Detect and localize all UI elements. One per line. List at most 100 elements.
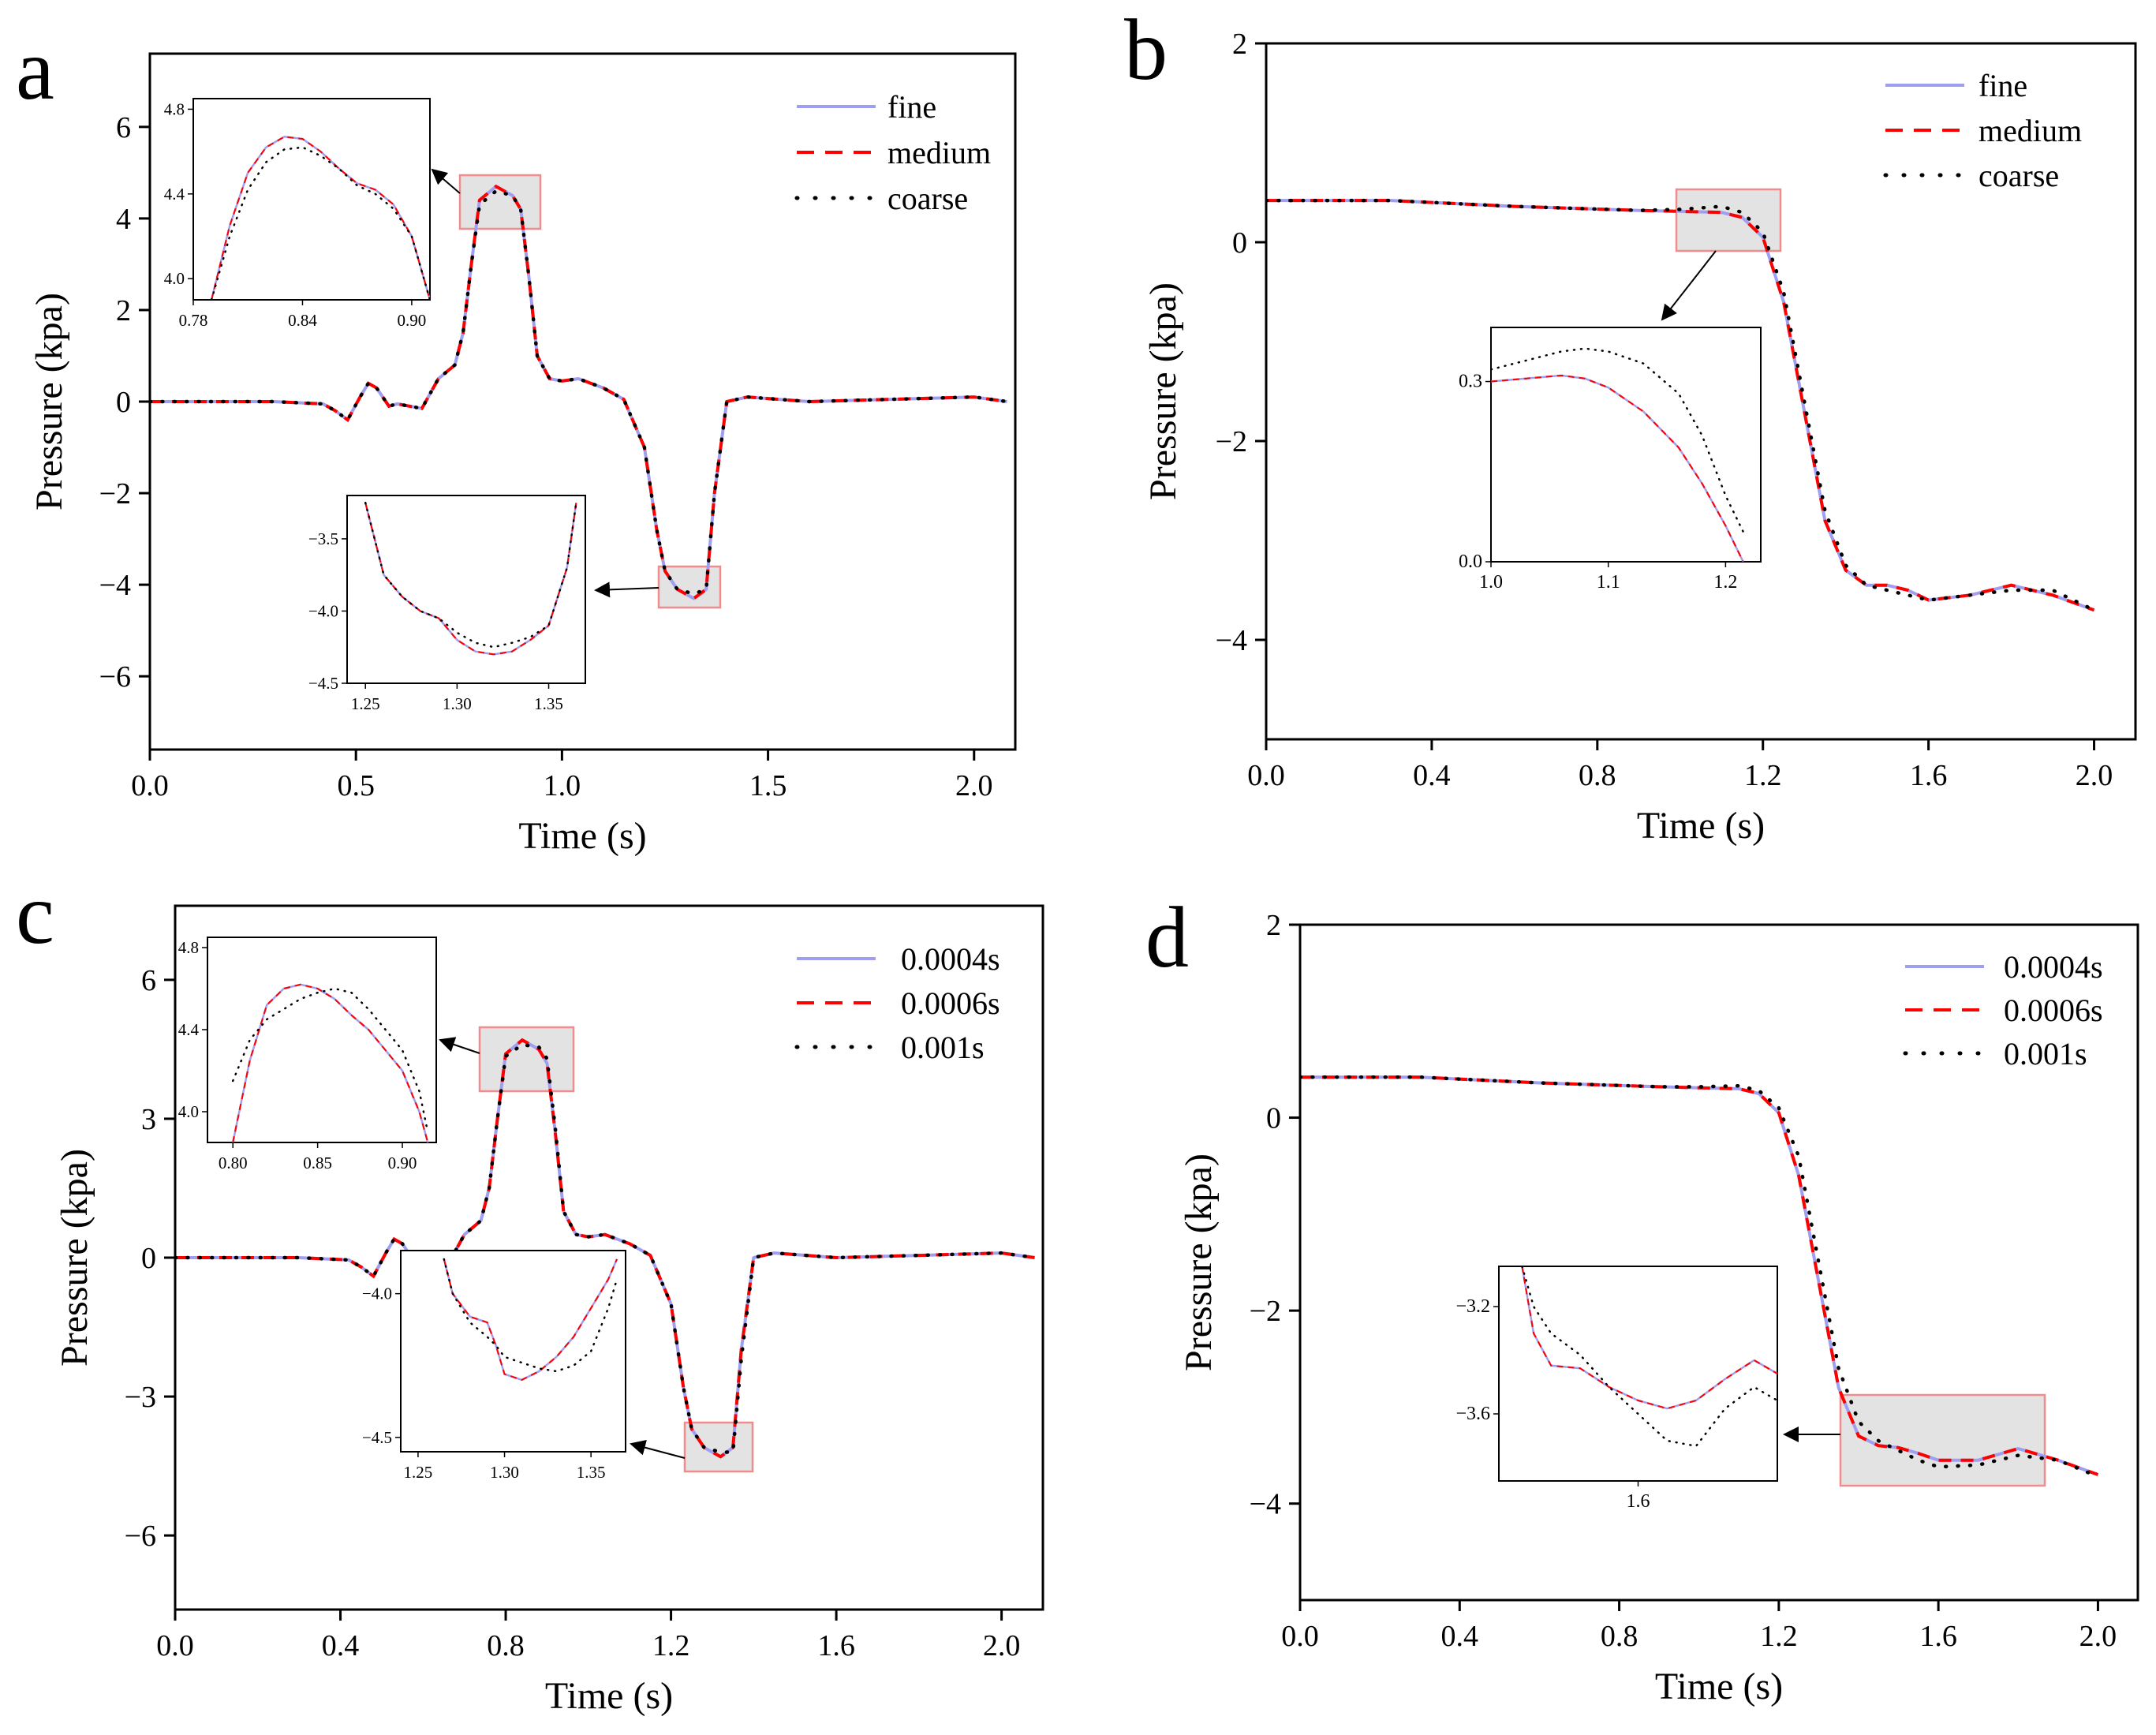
x-axis-label: Time (s) (1655, 1666, 1783, 1707)
series-group (1300, 1075, 2100, 1479)
legend: 0.0004s 0.0006s 0.001s (794, 941, 1000, 1065)
inset-frame (207, 937, 437, 1143)
inset-chart: 1.0 1.1 1.2 0.0 0.3 (1459, 250, 1762, 593)
x-tick-label: 0.0 (131, 769, 169, 802)
x-tick-label: 1.2 (1744, 759, 1782, 792)
inset-chart: 0.78 0.84 0.90 4.0 4.4 4.8 (164, 98, 461, 330)
inset-chart: 1.25 1.30 1.35 −4.5 −4.0 −3.5 (308, 495, 660, 713)
x-axis-label: Time (s) (545, 1675, 673, 1717)
y-axis-label: Pressure (kpa) (54, 1149, 95, 1367)
inset-frame (400, 1250, 626, 1453)
x-tick-label: 1.0 (544, 769, 581, 802)
inset-y-tick-label: 4.4 (164, 185, 185, 204)
inset-frame (346, 495, 586, 684)
panel-a: a 0.0 0.5 1.0 1.5 2.0 −6 −4 −2 0 2 4 6 Time (s) Pressu… (16, 21, 1017, 857)
x-tick-label: 0.4 (1441, 1620, 1479, 1653)
inset-y-tick-label: 4.8 (178, 938, 199, 957)
y-tick-label: 2 (1232, 28, 1247, 61)
inset-frame (1490, 327, 1762, 563)
panel-letter: a (16, 21, 54, 118)
line-series-medium (150, 184, 1007, 600)
inset-series-group (1491, 347, 1744, 562)
inset-x-tick-label: 1.2 (1713, 572, 1737, 593)
y-tick-label: 6 (141, 964, 156, 997)
y-axis-label: Pressure (kpa) (28, 293, 70, 510)
series-group (1266, 198, 2096, 612)
inset-x-tick-label: 0.90 (398, 311, 427, 330)
inset-x-tick-label: 1.25 (351, 694, 380, 713)
inset-frame (192, 98, 431, 301)
legend-label: 0.001s (2004, 1036, 2087, 1071)
inset-chart: 0.80 0.85 0.90 4.0 4.4 4.8 (178, 937, 480, 1172)
inset-x-tick-label: 1.0 (1479, 572, 1503, 593)
x-tick-label: 0.5 (337, 769, 375, 802)
x-axis-label: Time (s) (1637, 805, 1765, 847)
inset-y-tick-label: −3.6 (1455, 1404, 1490, 1424)
legend: 0.0004s 0.0006s 0.001s (1903, 949, 2103, 1071)
inset-series-group (1521, 1266, 1777, 1448)
legend-label: fine (887, 89, 936, 125)
x-tick-label: 1.6 (1910, 759, 1948, 792)
legend-label: 0.0004s (2004, 949, 2103, 985)
legend: fine medium coarse (794, 89, 991, 216)
inset-connector-arrow (630, 1439, 686, 1459)
y-tick-label: 6 (116, 111, 131, 144)
inset-line-series-medium (1491, 374, 1744, 562)
inset-x-tick-label: 1.35 (534, 694, 563, 713)
inset-line-series-0.001s (443, 1258, 618, 1373)
x-tick-label: 0.0 (1281, 1620, 1319, 1653)
x-tick-label: 2.0 (955, 769, 993, 802)
y-tick-label: −4 (1250, 1488, 1281, 1521)
inset-x-tick-label: 0.80 (219, 1154, 248, 1172)
inset-y-tick-label: −3.5 (308, 529, 338, 548)
zoom-region-box (1839, 1393, 2046, 1487)
inset-y-tick-label: −4.5 (308, 674, 338, 693)
inset-frame (1498, 1266, 1778, 1482)
x-tick-label: 1.6 (817, 1629, 855, 1662)
x-tick-label: 0.0 (156, 1629, 194, 1662)
y-tick-label: 3 (141, 1103, 156, 1136)
inset-line-series-0.001s (231, 987, 429, 1134)
inset-x-tick-label: 1.1 (1597, 572, 1620, 593)
line-series-0.0006s (175, 1038, 1035, 1459)
inset-line-series-medium (364, 502, 577, 656)
x-tick-label: 0.8 (1579, 759, 1616, 792)
y-axis-label: Pressure (kpa) (1142, 282, 1184, 500)
y-tick-label: 2 (116, 294, 131, 327)
inset-line-series-0.0006s (1521, 1266, 1777, 1410)
y-tick-label: −6 (125, 1520, 156, 1553)
legend-label: medium (887, 135, 991, 170)
y-tick-label: 4 (116, 203, 131, 236)
inset-line-series-0.001s (1521, 1266, 1777, 1448)
legend-label: 0.001s (901, 1030, 985, 1065)
y-tick-label: −4 (99, 569, 131, 602)
line-series-medium (1266, 199, 2095, 612)
inset-x-tick-label: 1.35 (577, 1463, 606, 1482)
legend-label: fine (1979, 68, 2027, 103)
inset-line-series-0.0004s (231, 983, 429, 1142)
inset-y-tick-label: −4.5 (362, 1428, 392, 1447)
y-tick-label: 0 (116, 386, 131, 419)
axes-frame (1298, 923, 2139, 1602)
inset-y-tick-label: −3.2 (1455, 1296, 1490, 1317)
inset-y-tick-label: 4.4 (178, 1020, 200, 1039)
legend-label: 0.0006s (901, 985, 1000, 1021)
legend-label: coarse (1979, 158, 2059, 193)
legend-label: coarse (887, 181, 968, 216)
y-tick-label: −2 (1216, 425, 1247, 458)
inset-series-group (231, 983, 429, 1142)
inset-y-tick-label: 0.0 (1459, 552, 1482, 572)
panel-letter: c (16, 866, 54, 962)
x-tick-label: 0.8 (1601, 1620, 1638, 1653)
panel-letter: b (1124, 2, 1168, 98)
x-tick-label: 2.0 (2076, 759, 2113, 792)
inset-y-tick-label: 0.3 (1459, 372, 1482, 392)
inset-x-tick-label: 0.85 (303, 1154, 332, 1172)
panel-d: d 0.0 0.4 0.8 1.2 1.6 2.0 −4 −2 0 2 Time (s) Pressur… (1145, 889, 2139, 1707)
inset-series-group (443, 1258, 618, 1382)
inset-connector-arrow (594, 581, 660, 598)
zoom-region-box (458, 174, 542, 230)
x-tick-label: 1.2 (652, 1629, 690, 1662)
y-tick-label: −4 (1216, 624, 1247, 657)
y-tick-label: −2 (1250, 1295, 1281, 1328)
